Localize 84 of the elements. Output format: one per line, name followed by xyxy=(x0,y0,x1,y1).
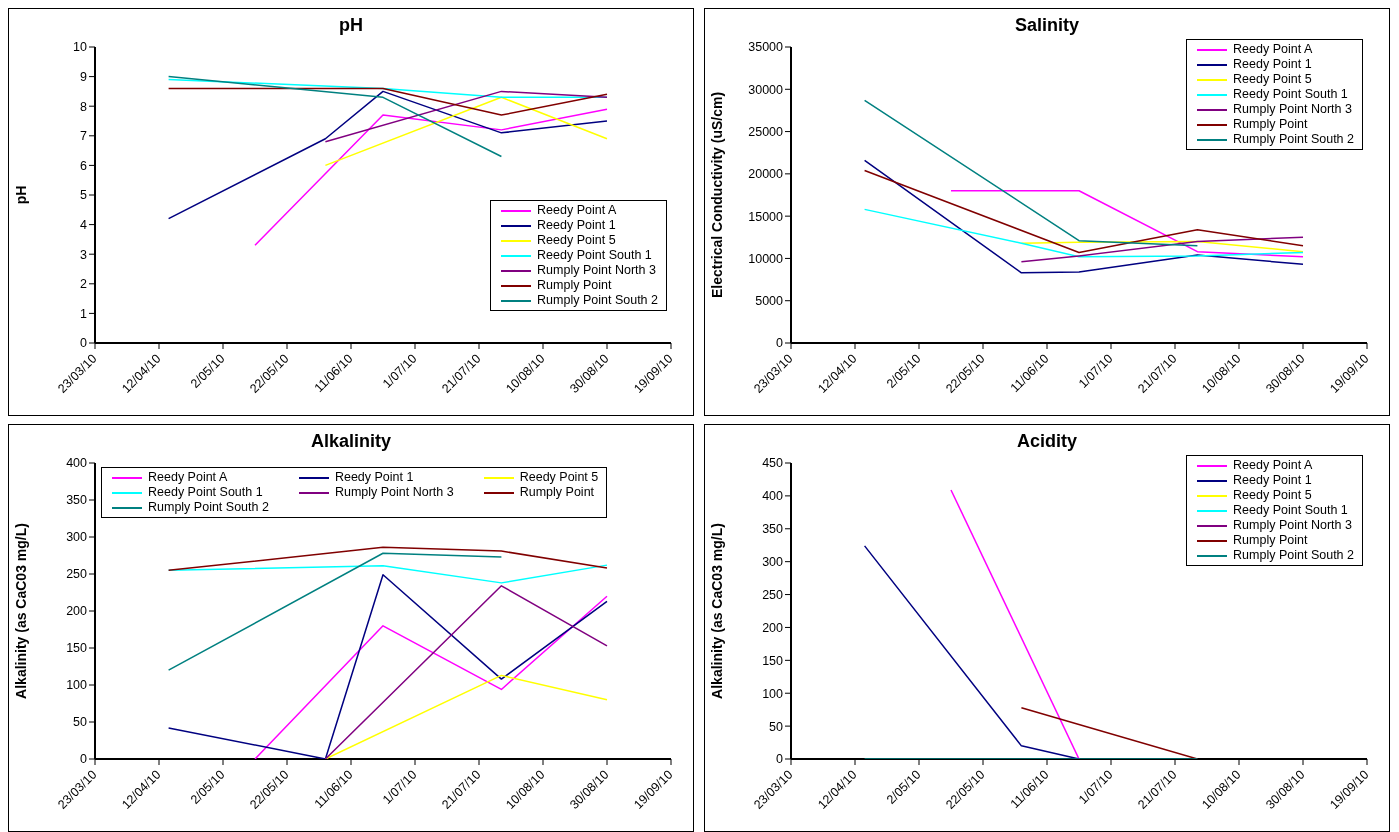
legend-label: Rumply Point South 2 xyxy=(148,500,269,515)
y-tick-label: 7 xyxy=(80,129,88,144)
legend-label: Rumply Point South 2 xyxy=(1233,548,1354,563)
legend-label: Reedy Point 5 xyxy=(1233,72,1312,87)
y-tick-label: 5 xyxy=(80,188,88,203)
legend-label: Reedy Point 1 xyxy=(334,470,414,485)
y-tick-label: 4 xyxy=(80,218,88,233)
legend-label: Reedy Point 5 xyxy=(537,233,616,248)
y-tick-label: 25000 xyxy=(748,125,784,140)
legend-label: Reedy Point 5 xyxy=(519,470,599,485)
legend-label: Rumply Point North 3 xyxy=(334,485,454,500)
y-tick-label: 50 xyxy=(769,719,784,734)
y-tick-label: 15000 xyxy=(748,209,784,224)
legend-label: Rumply Point South 2 xyxy=(537,293,658,308)
legend-label: Rumply Point xyxy=(537,278,612,293)
y-tick-label: 400 xyxy=(66,456,88,471)
chart-title: Salinity xyxy=(1014,15,1080,36)
y-tick-label: 5000 xyxy=(755,294,784,309)
y-tick-label: 200 xyxy=(66,604,88,619)
y-tick-label: 0 xyxy=(776,752,784,767)
y-tick-label: 150 xyxy=(762,653,784,668)
legend-label: Reedy Point South 1 xyxy=(537,248,652,263)
line-series xyxy=(167,573,608,759)
y-tick-label: 300 xyxy=(762,555,784,570)
y-tick-label: 6 xyxy=(80,158,88,173)
line-series xyxy=(167,90,608,220)
line-series xyxy=(1020,240,1304,253)
legend-label: Reedy Point A xyxy=(537,203,617,218)
y-tick-label: 300 xyxy=(66,530,88,545)
y-tick-label: 2 xyxy=(80,277,88,292)
legend-label: Reedy Point 5 xyxy=(1233,488,1312,503)
line-series xyxy=(863,159,1304,274)
y-tick-label: 8 xyxy=(80,99,88,114)
line-series xyxy=(254,108,608,247)
y-tick-label: 0 xyxy=(776,336,784,351)
chart-title: Acidity xyxy=(1016,431,1078,452)
legend-label: Reedy Point 1 xyxy=(1233,57,1312,72)
legend-label: Reedy Point South 1 xyxy=(1233,87,1348,102)
legend-label: Reedy Point South 1 xyxy=(1233,503,1348,518)
line-series xyxy=(1020,236,1304,263)
y-tick-label: 150 xyxy=(66,641,88,656)
y-tick-label: 350 xyxy=(66,493,88,508)
y-tick-label: 20000 xyxy=(748,167,784,182)
line-series xyxy=(863,169,1304,254)
legend-label: Reedy Point 1 xyxy=(1233,473,1312,488)
legend-label: Reedy Point A xyxy=(1233,458,1313,473)
y-tick-label: 0 xyxy=(80,336,88,351)
y-tick-label: 250 xyxy=(762,587,784,602)
line-series xyxy=(167,546,608,572)
y-tick-label: 400 xyxy=(762,489,784,504)
y-tick-label: 35000 xyxy=(748,40,784,55)
y-tick-label: 200 xyxy=(762,620,784,635)
legend-label: Rumply Point xyxy=(1233,117,1308,132)
y-tick-label: 9 xyxy=(80,70,88,85)
y-tick-label: 3 xyxy=(80,247,88,262)
y-tick-label: 100 xyxy=(66,678,88,693)
legend-label: Rumply Point North 3 xyxy=(537,263,656,278)
y-tick-label: 30000 xyxy=(748,82,784,97)
y-tick-label: 0 xyxy=(80,752,88,767)
chart-title: Alkalinity xyxy=(310,431,392,452)
line-series xyxy=(863,208,1304,258)
y-axis-title: Alkalinity (as CaC03 mg/L) xyxy=(12,523,29,699)
y-axis-title: pH xyxy=(12,185,29,205)
line-series xyxy=(254,595,608,759)
legend-label: Rumply Point North 3 xyxy=(1233,102,1352,117)
y-tick-label: 450 xyxy=(762,456,784,471)
y-tick-label: 100 xyxy=(762,686,784,701)
legend-label: Rumply Point North 3 xyxy=(1233,518,1352,533)
y-tick-label: 1 xyxy=(80,306,88,321)
chart-title: pH xyxy=(338,15,364,36)
y-tick-label: 10 xyxy=(73,40,88,55)
legend-label: Reedy Point South 1 xyxy=(148,485,263,500)
y-tick-label: 250 xyxy=(66,567,88,582)
y-tick-label: 350 xyxy=(762,522,784,537)
legend-label: Reedy Point 1 xyxy=(537,218,616,233)
legend-label: Reedy Point A xyxy=(148,470,228,485)
y-axis-title: Alkalinity (as CaC03 mg/L) xyxy=(708,523,725,699)
y-tick-label: 10000 xyxy=(748,251,784,266)
legend-label: Rumply Point xyxy=(519,485,595,500)
y-tick-label: 50 xyxy=(73,715,88,730)
legend-label: Rumply Point xyxy=(1233,533,1308,548)
y-axis-title: Electrical Conductivity (uS/cm) xyxy=(708,91,725,299)
legend-label: Reedy Point A xyxy=(1233,42,1313,57)
legend-label: Rumply Point South 2 xyxy=(1233,132,1354,147)
